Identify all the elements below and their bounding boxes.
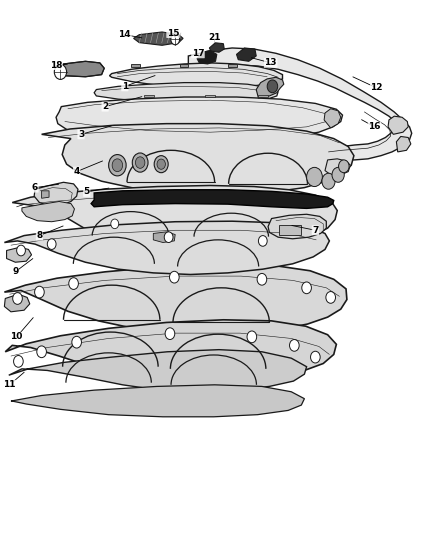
Text: 18: 18 xyxy=(50,61,62,69)
Circle shape xyxy=(54,64,67,79)
Polygon shape xyxy=(56,97,343,143)
Circle shape xyxy=(332,167,344,182)
Polygon shape xyxy=(324,109,341,128)
Polygon shape xyxy=(42,124,354,194)
Polygon shape xyxy=(4,221,329,274)
Polygon shape xyxy=(144,95,154,97)
Circle shape xyxy=(14,356,23,367)
Polygon shape xyxy=(279,225,301,235)
Circle shape xyxy=(164,232,173,243)
Polygon shape xyxy=(94,83,278,102)
Polygon shape xyxy=(11,385,304,417)
Polygon shape xyxy=(396,136,411,152)
Circle shape xyxy=(267,80,278,93)
Circle shape xyxy=(157,159,166,169)
Polygon shape xyxy=(110,63,283,88)
Circle shape xyxy=(170,271,179,283)
Text: 11: 11 xyxy=(4,381,16,389)
Polygon shape xyxy=(256,77,284,98)
Circle shape xyxy=(290,340,299,351)
Circle shape xyxy=(112,159,123,172)
Polygon shape xyxy=(197,51,217,64)
Text: 10: 10 xyxy=(11,333,23,341)
Polygon shape xyxy=(188,48,412,160)
Polygon shape xyxy=(9,350,307,392)
Text: 12: 12 xyxy=(371,84,383,92)
Polygon shape xyxy=(22,201,74,222)
Text: 21: 21 xyxy=(208,33,221,42)
Text: 14: 14 xyxy=(119,30,131,39)
Circle shape xyxy=(47,239,56,249)
Polygon shape xyxy=(180,64,188,67)
Circle shape xyxy=(109,155,126,176)
Text: 6: 6 xyxy=(32,183,38,192)
Polygon shape xyxy=(42,191,49,198)
Polygon shape xyxy=(228,64,237,67)
Circle shape xyxy=(339,160,349,173)
Text: 7: 7 xyxy=(312,226,318,235)
Polygon shape xyxy=(209,43,224,52)
Polygon shape xyxy=(4,264,347,335)
Text: 16: 16 xyxy=(368,123,381,131)
Text: 4: 4 xyxy=(74,167,80,176)
Circle shape xyxy=(135,157,145,168)
Polygon shape xyxy=(325,159,350,175)
Polygon shape xyxy=(5,320,336,381)
Circle shape xyxy=(322,173,335,189)
Polygon shape xyxy=(4,294,30,312)
Circle shape xyxy=(17,245,25,256)
Polygon shape xyxy=(91,190,334,208)
Polygon shape xyxy=(7,247,32,262)
Polygon shape xyxy=(58,61,104,77)
Circle shape xyxy=(69,278,78,289)
Polygon shape xyxy=(153,232,175,243)
Circle shape xyxy=(165,328,175,340)
Circle shape xyxy=(302,282,311,294)
Text: 3: 3 xyxy=(78,130,84,139)
Text: 13: 13 xyxy=(265,59,277,67)
Circle shape xyxy=(154,156,168,173)
Text: 15: 15 xyxy=(167,29,179,37)
Circle shape xyxy=(132,153,148,172)
Circle shape xyxy=(171,34,180,45)
Text: 17: 17 xyxy=(192,49,204,58)
Circle shape xyxy=(247,331,257,343)
Polygon shape xyxy=(205,95,215,97)
Circle shape xyxy=(307,167,322,187)
Text: 9: 9 xyxy=(12,268,18,276)
Circle shape xyxy=(258,236,267,246)
Circle shape xyxy=(257,273,267,285)
Polygon shape xyxy=(268,214,326,239)
Polygon shape xyxy=(131,64,140,67)
Circle shape xyxy=(326,292,336,303)
Circle shape xyxy=(311,351,320,363)
Polygon shape xyxy=(34,182,78,206)
Circle shape xyxy=(111,219,119,229)
Circle shape xyxy=(72,336,81,348)
Polygon shape xyxy=(388,116,408,134)
Text: 1: 1 xyxy=(122,82,128,91)
Circle shape xyxy=(37,346,46,358)
Text: 5: 5 xyxy=(84,188,90,196)
Circle shape xyxy=(35,286,44,298)
Circle shape xyxy=(13,293,22,304)
Polygon shape xyxy=(12,185,337,247)
Text: 8: 8 xyxy=(36,231,42,240)
Polygon shape xyxy=(237,48,256,61)
Text: 2: 2 xyxy=(102,102,108,111)
Polygon shape xyxy=(134,32,183,45)
Polygon shape xyxy=(258,95,268,97)
